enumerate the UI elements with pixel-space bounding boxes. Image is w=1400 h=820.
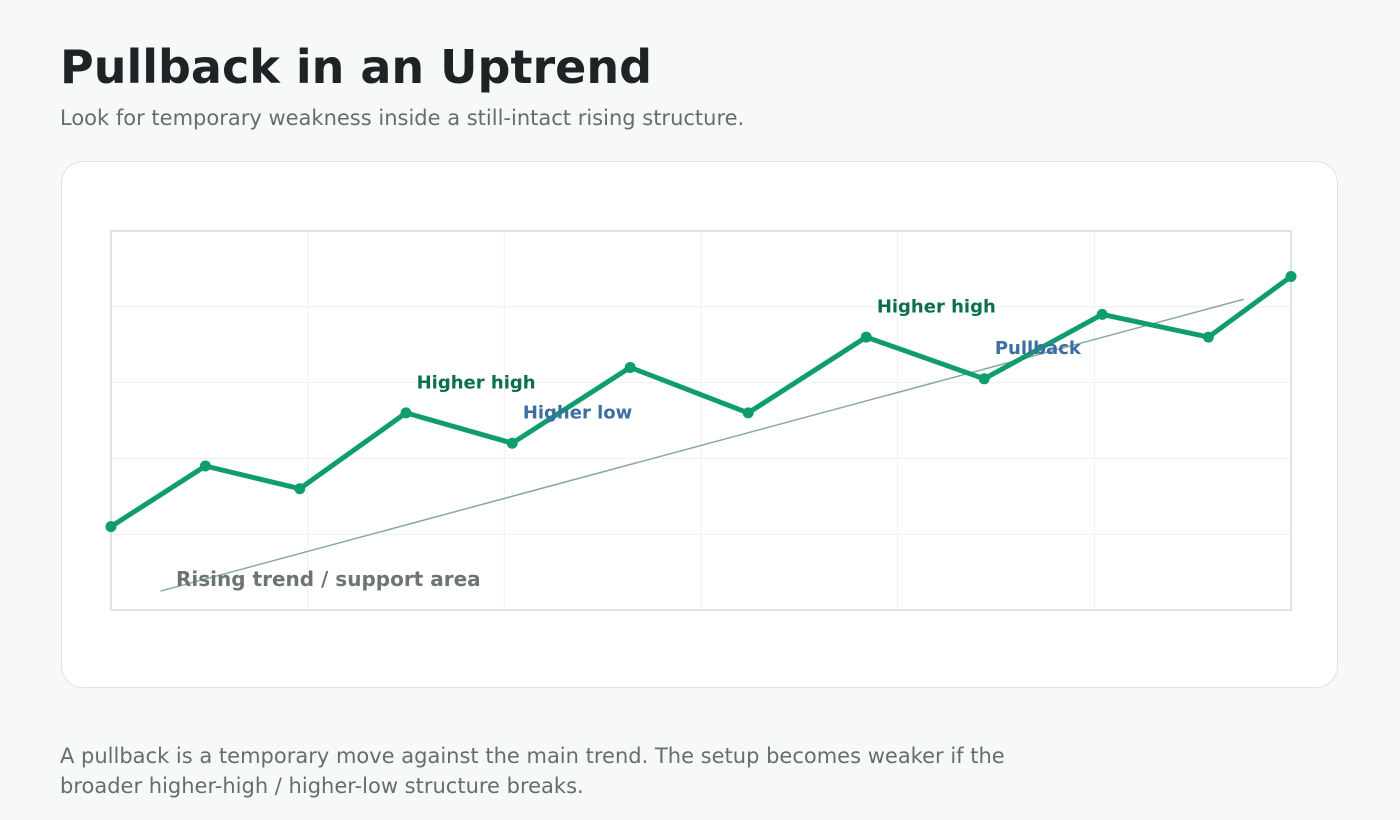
annotation-label: Higher high — [417, 372, 536, 393]
data-point — [1285, 270, 1297, 282]
trendline — [160, 298, 1244, 592]
data-point — [506, 437, 518, 449]
chart-caption: A pullback is a temporary move against t… — [60, 744, 1005, 798]
data-point — [1202, 331, 1214, 343]
data-point — [742, 407, 754, 419]
series-line — [108, 274, 1294, 530]
annotation-label: Higher low — [523, 403, 632, 424]
annotation-label: Higher high — [877, 296, 996, 317]
plot-frame — [110, 230, 1292, 611]
data-point — [105, 521, 117, 533]
data-point — [400, 407, 412, 419]
data-point — [199, 460, 211, 472]
page-title: Pullback in an Uptrend — [60, 40, 653, 94]
chart-svg: Higher high Higher low Higher high Pullback… — [105, 230, 1297, 611]
data-point — [624, 361, 636, 373]
data-point — [294, 483, 306, 495]
data-point — [1096, 308, 1108, 320]
trendline-label: Rising trend / support area — [176, 567, 481, 591]
data-point — [860, 331, 872, 343]
annotation-label: Pullback — [995, 338, 1082, 359]
data-point — [978, 373, 990, 385]
chart-card: Higher high Higher low Higher high Pullback… — [61, 161, 1338, 688]
page-subtitle: Look for temporary weakness inside a sti… — [60, 106, 745, 130]
